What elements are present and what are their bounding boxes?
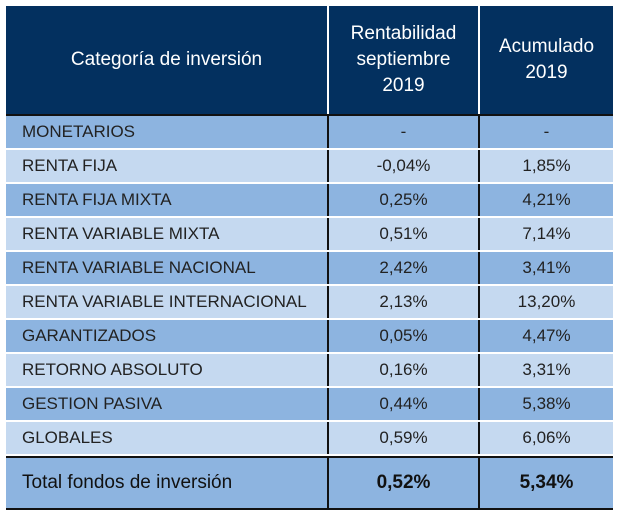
row-ytd: 4,47% bbox=[522, 326, 571, 345]
row-ytd: 1,85% bbox=[522, 156, 571, 175]
table-body: MONETARIOS - - RENTA FIJA -0,04% 1,85% RENTA F… bbox=[6, 116, 613, 456]
row-monthly: 2,42% bbox=[329, 252, 480, 284]
total-row: Total fondos de inversión 0,52% 5,34% bbox=[6, 456, 613, 510]
row-category: GLOBALES bbox=[6, 422, 329, 454]
row-monthly: -0,04% bbox=[329, 150, 480, 182]
row-ytd: 3,31% bbox=[522, 360, 571, 379]
row-ytd: 6,06% bbox=[522, 428, 571, 447]
row-category: RENTA FIJA MIXTA bbox=[6, 184, 329, 216]
row-monthly: 0,44% bbox=[329, 388, 480, 420]
header-ytd-line: 2019 bbox=[525, 62, 568, 83]
row-monthly: 0,05% bbox=[329, 320, 480, 352]
row-category: GESTION PASIVA bbox=[6, 388, 329, 420]
row-ytd: 13,20% bbox=[517, 292, 576, 311]
row-monthly: 0,25% bbox=[329, 184, 480, 216]
returns-table: Categoría de inversión Rentabilidad septi… bbox=[6, 6, 613, 510]
table-row: RENTA VARIABLE NACIONAL 2,42% 3,41% bbox=[6, 252, 613, 286]
row-category: RENTA FIJA bbox=[6, 150, 329, 182]
row-ytd: 3,41% bbox=[522, 258, 571, 277]
row-monthly: - bbox=[329, 116, 480, 148]
table-row: RENTA FIJA -0,04% 1,85% bbox=[6, 150, 613, 184]
row-category: RETORNO ABSOLUTO bbox=[6, 354, 329, 386]
row-monthly: 0,51% bbox=[329, 218, 480, 250]
row-monthly: 2,13% bbox=[329, 286, 480, 318]
table-row: GARANTIZADOS 0,05% 4,47% bbox=[6, 320, 613, 354]
row-ytd: 7,14% bbox=[522, 224, 571, 243]
table-row: RENTA FIJA MIXTA 0,25% 4,21% bbox=[6, 184, 613, 218]
row-ytd: - bbox=[543, 122, 550, 141]
total-ytd: 5,34% bbox=[519, 472, 574, 493]
header-ytd: Acumulado 2019 bbox=[480, 6, 613, 114]
table-header: Categoría de inversión Rentabilidad septi… bbox=[6, 6, 613, 116]
total-category: Total fondos de inversión bbox=[6, 458, 329, 508]
table-row: RENTA VARIABLE MIXTA 0,51% 7,14% bbox=[6, 218, 613, 252]
table-row: GESTION PASIVA 0,44% 5,38% bbox=[6, 388, 613, 422]
table-row: GLOBALES 0,59% 6,06% bbox=[6, 422, 613, 456]
table-row: RETORNO ABSOLUTO 0,16% 3,31% bbox=[6, 354, 613, 388]
total-monthly: 0,52% bbox=[329, 458, 480, 508]
header-monthly-line: septiembre bbox=[356, 49, 451, 70]
header-ytd-line: Acumulado bbox=[498, 36, 595, 57]
row-monthly: 0,16% bbox=[329, 354, 480, 386]
row-category: GARANTIZADOS bbox=[6, 320, 329, 352]
row-ytd: 4,21% bbox=[522, 190, 571, 209]
row-category: RENTA VARIABLE INTERNACIONAL bbox=[6, 286, 329, 318]
header-monthly-line: Rentabilidad bbox=[350, 23, 457, 44]
row-ytd: 5,38% bbox=[522, 394, 571, 413]
row-category: MONETARIOS bbox=[6, 116, 329, 148]
row-category: RENTA VARIABLE MIXTA bbox=[6, 218, 329, 250]
header-monthly: Rentabilidad septiembre 2019 bbox=[329, 6, 480, 114]
table-row: RENTA VARIABLE INTERNACIONAL 2,13% 13,20% bbox=[6, 286, 613, 320]
row-monthly: 0,59% bbox=[329, 422, 480, 454]
header-monthly-line: 2019 bbox=[382, 75, 425, 96]
row-category: RENTA VARIABLE NACIONAL bbox=[6, 252, 329, 284]
table-row: MONETARIOS - - bbox=[6, 116, 613, 150]
header-category: Categoría de inversión bbox=[6, 6, 329, 114]
